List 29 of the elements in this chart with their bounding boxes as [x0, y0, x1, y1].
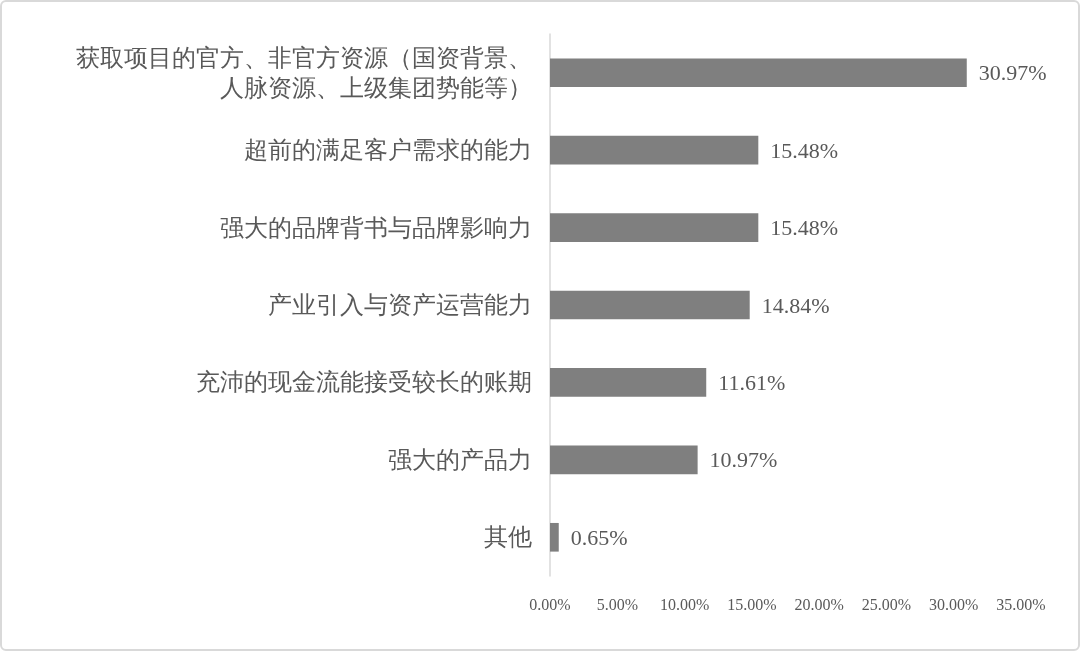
data-label: 11.61% — [718, 369, 786, 395]
y-tick-label: 其他 — [484, 524, 532, 551]
x-tick-label: 15.00% — [727, 595, 777, 613]
y-tick-label: 强大的产品力 — [388, 446, 532, 473]
bar — [550, 522, 559, 552]
bar — [550, 135, 759, 165]
data-label: 0.65% — [570, 524, 628, 550]
x-tick-label: 25.00% — [861, 595, 912, 613]
data-label: 15.48% — [770, 137, 839, 163]
data-label: 14.84% — [761, 292, 830, 318]
x-tick-label: 20.00% — [794, 595, 844, 613]
x-tick-label: 0.00% — [529, 595, 571, 613]
bar — [550, 213, 759, 242]
data-label: 10.97% — [709, 447, 778, 473]
bar — [550, 58, 967, 88]
data-label: 30.97% — [978, 60, 1047, 86]
x-tick-label: 35.00% — [996, 595, 1046, 613]
y-tick-label: 强大的品牌背书与品牌影响力 — [220, 214, 532, 241]
y-tick-label: 充沛的现金流能接受较长的账期 — [196, 369, 532, 396]
bar — [550, 368, 707, 397]
x-tick-label: 30.00% — [929, 595, 979, 613]
y-tick-label: 产业引入与资产运营能力 — [268, 292, 532, 318]
data-label: 15.48% — [770, 215, 839, 241]
x-tick-label: 10.00% — [659, 595, 710, 613]
x-tick-label: 5.00% — [596, 595, 638, 613]
bar — [550, 445, 698, 475]
bar — [550, 290, 750, 320]
y-tick-label: 获取项目的官方、非官方资源（国资背景、人脉资源、上级集团势能等） — [76, 44, 532, 101]
y-tick-label: 超前的满足客户需求的能力 — [244, 137, 532, 164]
